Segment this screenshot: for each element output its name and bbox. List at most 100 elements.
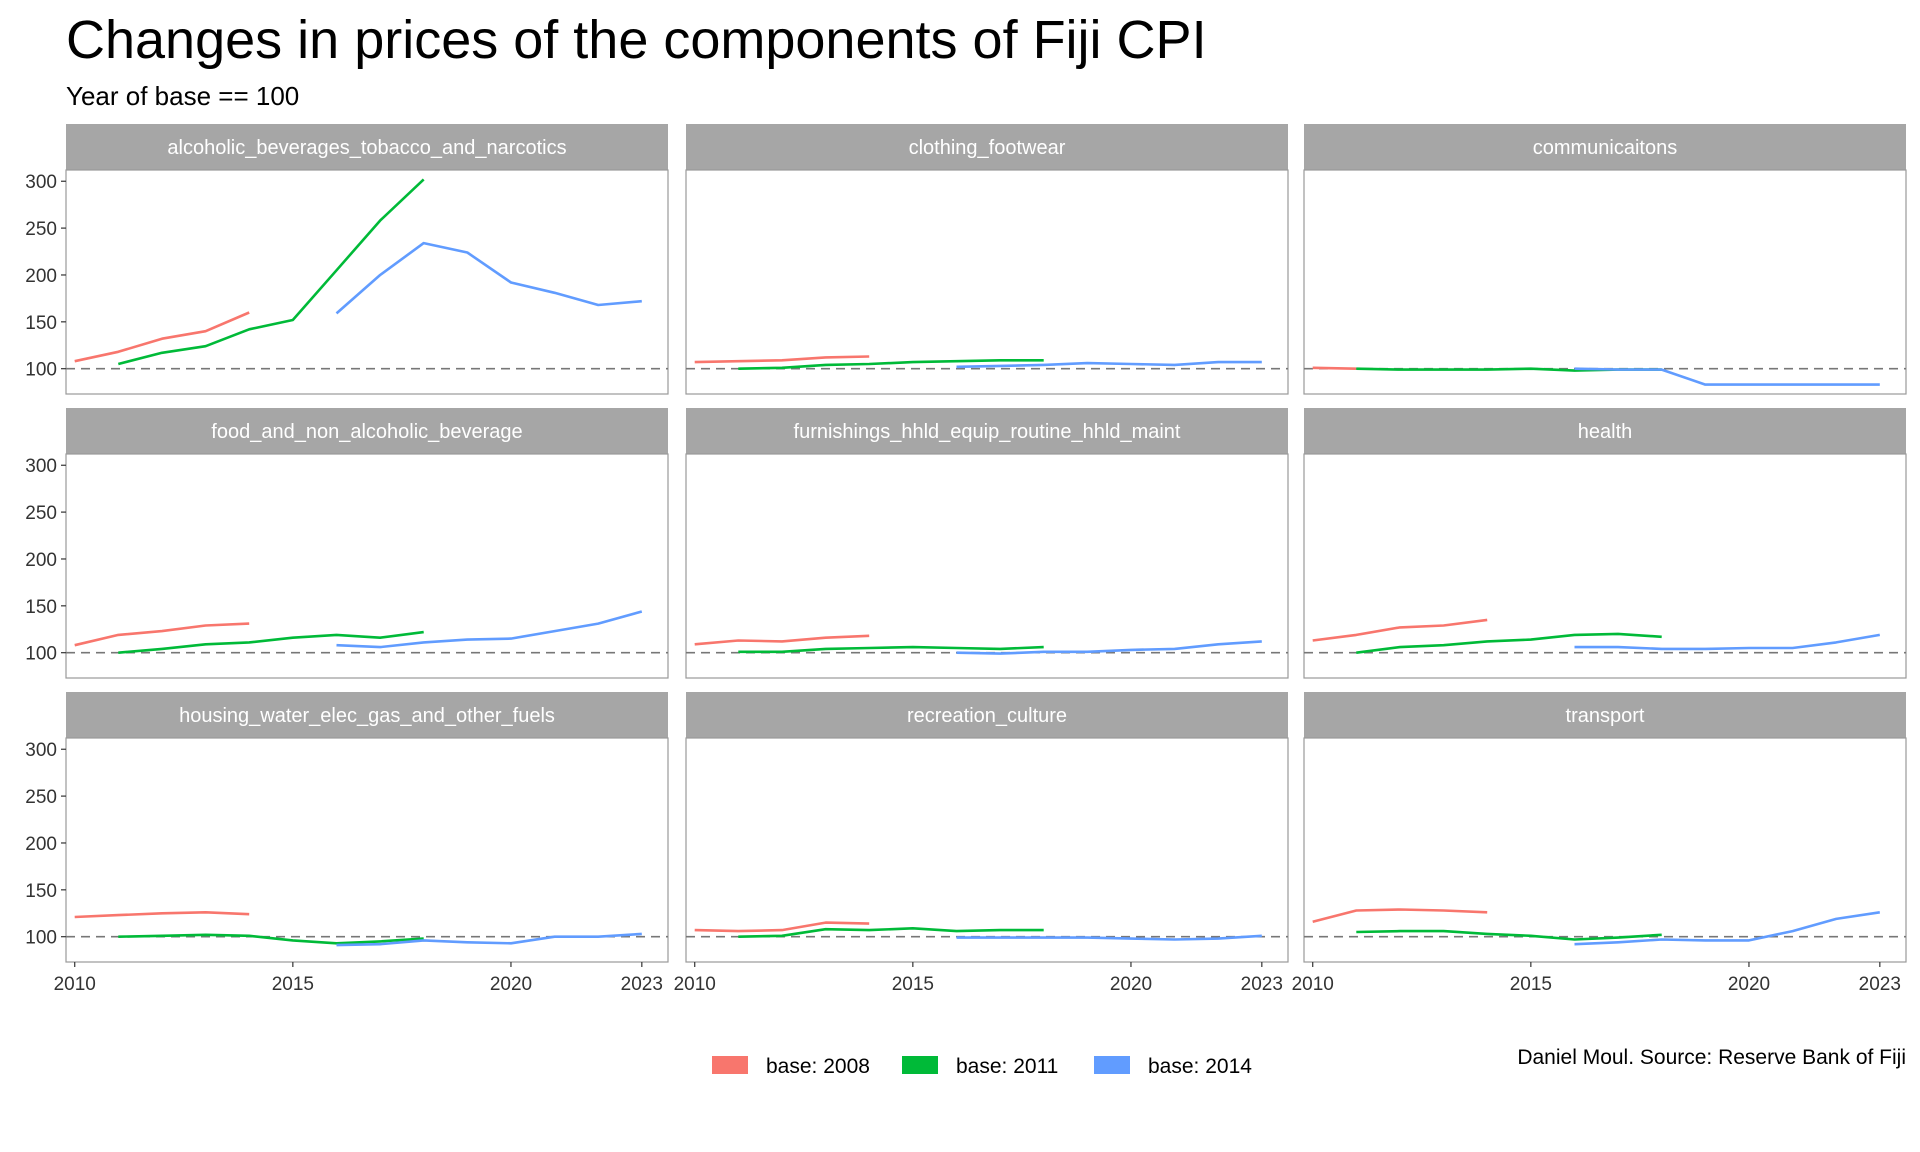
legend-item-base-2014: base: 2014	[1094, 1055, 1252, 1078]
facet-panel-communicaitons: communicaitons	[1303, 124, 1907, 395]
series-line-base-2008	[1312, 908, 1488, 923]
facet-panel-recreation_culture: recreation_culture 2010 2015 2020 2023	[674, 692, 1289, 995]
x-tick-label: 2023	[621, 974, 663, 995]
x-tick-label: 2023	[1859, 974, 1901, 995]
series-line-base-2008	[694, 355, 870, 364]
facet-strip-label: furnishings_hhld_equip_routine_hhld_main…	[794, 421, 1181, 443]
legend: base: 2008 base: 2011 base: 2014	[712, 1055, 1252, 1078]
series-line-base-2011	[117, 178, 425, 366]
panel-border	[685, 737, 1289, 963]
facet-strip	[686, 124, 1288, 170]
x-tick-label: 2015	[272, 974, 314, 995]
series-line-base-2011	[738, 926, 1044, 938]
facet-strip	[66, 408, 668, 454]
y-tick-label: 150	[25, 313, 57, 334]
facet-strip-label: health	[1578, 421, 1633, 443]
series-line-base-2008	[694, 634, 870, 646]
series-line-base-2008	[74, 910, 250, 919]
facet-strip-label: food_and_non_alcoholic_beverage	[211, 421, 522, 443]
y-tick-label: 100	[25, 928, 57, 949]
y-tick-label: 250	[25, 787, 57, 808]
series-line-base-2014	[335, 241, 642, 315]
series-line-base-2008	[74, 622, 250, 647]
y-tick-label: 300	[25, 740, 57, 761]
y-tick-label: 100	[25, 360, 57, 381]
series-line-base-2014	[1574, 367, 1880, 386]
series-line-base-2008	[1312, 618, 1488, 642]
legend-key	[712, 1056, 748, 1074]
legend-item-base-2008: base: 2008	[712, 1055, 870, 1078]
y-tick-label: 300	[25, 172, 57, 193]
series-line-base-2014	[956, 640, 1262, 655]
y-tick-label: 100	[25, 644, 57, 665]
series-line-base-2011	[1356, 632, 1662, 654]
y-tick-label: 250	[25, 503, 57, 524]
panel-border	[1303, 737, 1907, 963]
series-line-base-2008	[694, 921, 870, 933]
y-tick-label: 200	[25, 266, 57, 287]
panel-border	[65, 737, 669, 963]
facet-panel-health: health	[1303, 408, 1907, 679]
facet-strip	[1304, 692, 1906, 738]
facet-panel-clothing_footwear: clothing_footwear	[685, 124, 1289, 395]
panel-border	[685, 453, 1289, 679]
y-tick-label: 200	[25, 834, 57, 855]
facet-strip	[1304, 408, 1906, 454]
legend-key	[902, 1056, 938, 1074]
x-tick-label: 2020	[490, 974, 532, 995]
y-tick-label: 300	[25, 456, 57, 477]
x-tick-label: 2023	[1241, 974, 1283, 995]
facet-strip-label: communicaitons	[1533, 137, 1678, 159]
facet-strip	[686, 692, 1288, 738]
panel-border	[1303, 169, 1907, 395]
panel-border	[65, 453, 669, 679]
legend-label: base: 2011	[956, 1055, 1058, 1078]
facet-grid-chart: alcoholic_beverages_tobacco_and_narcotic…	[25, 124, 1907, 995]
facet-panel-housing_water_elec_gas_and_other_fuels: housing_water_elec_gas_and_other_fuels 10…	[25, 692, 669, 995]
panel-border	[1303, 453, 1907, 679]
y-tick-label: 150	[25, 881, 57, 902]
legend-label: base: 2008	[766, 1055, 870, 1078]
x-tick-label: 2015	[892, 974, 934, 995]
series-line-base-2008	[1312, 366, 1357, 370]
series-line-base-2011	[738, 645, 1044, 654]
facet-strip	[686, 408, 1288, 454]
facet-panel-alcoholic_beverages_tobacco_and_narcotics: alcoholic_beverages_tobacco_and_narcotic…	[25, 124, 669, 395]
facet-strip	[1304, 124, 1906, 170]
series-line-base-2011	[1356, 929, 1662, 941]
panel-border	[685, 169, 1289, 395]
facet-strip-label: alcoholic_beverages_tobacco_and_narcotic…	[167, 137, 566, 159]
facet-panel-transport: transport 2010 2015 2020 2023	[1292, 692, 1907, 995]
chart-title: Changes in prices of the components of F…	[66, 10, 1207, 70]
facet-strip	[66, 124, 668, 170]
panel-border	[65, 169, 669, 395]
x-tick-label: 2010	[1292, 974, 1334, 995]
legend-label: base: 2014	[1148, 1055, 1252, 1078]
series-line-base-2011	[738, 358, 1044, 370]
y-tick-label: 150	[25, 597, 57, 618]
facet-strip-label: clothing_footwear	[909, 137, 1066, 159]
series-line-base-2014	[1574, 911, 1880, 946]
legend-key	[1094, 1056, 1130, 1074]
x-tick-label: 2020	[1110, 974, 1152, 995]
series-line-base-2014	[336, 932, 642, 947]
facet-strip-label: recreation_culture	[907, 705, 1067, 727]
y-tick-label: 200	[25, 550, 57, 571]
series-line-base-2011	[118, 630, 424, 654]
chart-subtitle: Year of base == 100	[66, 81, 300, 111]
series-line-base-2014	[1574, 633, 1881, 651]
x-tick-label: 2020	[1728, 974, 1770, 995]
x-tick-label: 2010	[54, 974, 96, 995]
x-tick-label: 2015	[1510, 974, 1552, 995]
facet-strip	[66, 692, 668, 738]
x-tick-label: 2010	[674, 974, 716, 995]
series-line-base-2014	[336, 610, 643, 649]
facet-panel-furnishings_hhld_equip_routine_hhld_maint: furnishings_hhld_equip_routine_hhld_main…	[685, 408, 1289, 679]
legend-item-base-2011: base: 2011	[902, 1055, 1058, 1078]
chart-caption: Daniel Moul. Source: Reserve Bank of Fij…	[1517, 1046, 1906, 1069]
series-line-base-2014	[956, 360, 1262, 369]
facet-strip-label: housing_water_elec_gas_and_other_fuels	[179, 705, 555, 727]
y-tick-label: 250	[25, 219, 57, 240]
series-line-base-2014	[956, 934, 1262, 941]
series-line-base-2008	[74, 311, 250, 363]
